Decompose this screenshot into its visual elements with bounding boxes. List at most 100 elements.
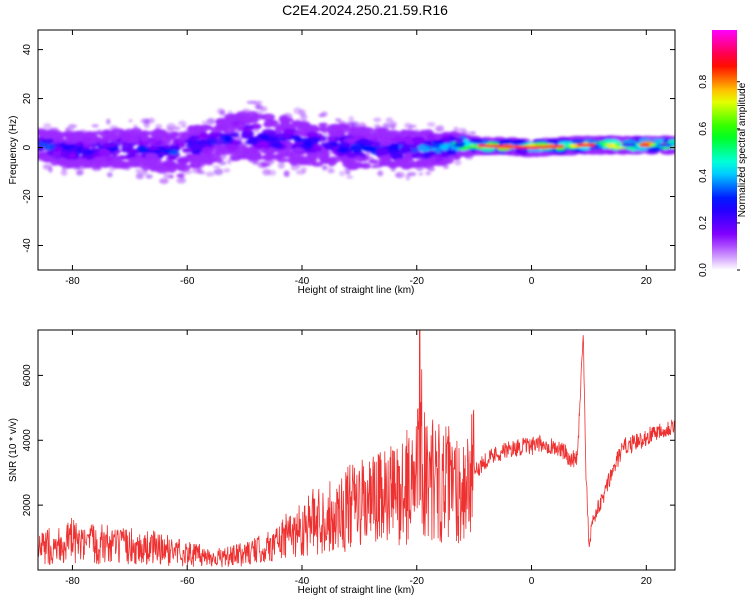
spectrum-cell — [126, 153, 137, 158]
spectrum-cell — [267, 169, 277, 176]
spectrum-cell — [84, 161, 93, 169]
spectrum-cell — [586, 149, 601, 155]
spectrum-cell — [427, 122, 436, 127]
spectrum-cell — [277, 162, 285, 169]
colorbar-tick-label: 0.6 — [698, 121, 709, 135]
spectrum-cell — [166, 136, 176, 141]
spectrogram-xlabel: Height of straight line (km) — [298, 285, 415, 296]
spectrum-cell — [389, 121, 398, 128]
spectrogram-ytick-label: 0 — [22, 144, 33, 150]
spectrum-cell — [235, 111, 249, 118]
spectrum-cell — [337, 146, 349, 154]
snr-xtick-label: 0 — [529, 576, 535, 587]
spectrum-cell — [60, 132, 70, 137]
spectrum-cell — [140, 118, 151, 124]
snr-panel: -80 -60 -40 -20 0 20 2000 4000 6000 Height of st… — [8, 329, 676, 596]
spectrum-cell — [260, 106, 268, 112]
spectrum-cell — [252, 100, 263, 105]
spectrum-cell — [98, 148, 111, 156]
spectrum-cell — [213, 144, 227, 151]
spectrum-cell — [95, 162, 104, 168]
spectrum-cell — [169, 175, 174, 179]
spectrum-cell — [267, 119, 280, 128]
spectrum-cell — [179, 131, 192, 137]
spectrum-cell — [260, 160, 270, 168]
spectrum-cell — [106, 172, 113, 178]
spectrum-cell — [55, 157, 68, 165]
spectrum-cell — [174, 162, 187, 171]
spectrum-cell — [76, 169, 84, 175]
spectrum-cell — [306, 152, 317, 161]
spectrum-cell — [252, 159, 259, 165]
spectrum-cell — [348, 115, 354, 123]
spectrum-cell — [151, 132, 165, 141]
spectrum-cell — [570, 139, 585, 144]
spectrum-cell — [349, 121, 359, 128]
spectrum-cell — [350, 144, 363, 153]
spectrum-cell — [293, 107, 303, 115]
spectrum-cell — [286, 157, 296, 163]
spectrum-cell — [425, 171, 432, 176]
spectrum-cell — [356, 157, 366, 162]
spectrum-cell — [135, 168, 144, 174]
spectrum-cell — [219, 110, 226, 116]
spectrum-cell — [201, 146, 215, 155]
spectrum-cell — [513, 139, 528, 145]
spectrum-ridge — [669, 143, 675, 147]
spectrum-cell — [274, 127, 284, 134]
spectrum-cell — [235, 144, 248, 151]
spectrum-cell — [131, 127, 142, 134]
spectrum-cell — [442, 164, 449, 170]
colorbar: 0.0 0.2 0.4 0.6 0.8 Normalized spectral ampl… — [698, 30, 748, 277]
spectrum-cell — [354, 139, 369, 145]
spectrum-cell — [379, 138, 393, 147]
spectrum-cell — [174, 126, 181, 131]
spectrum-cell — [237, 122, 246, 129]
spectrum-cell — [335, 118, 342, 122]
colorbar-strip — [712, 30, 737, 270]
spectrum-cell — [60, 150, 71, 159]
spectrogram-marks — [38, 100, 675, 185]
spectrum-cell — [300, 114, 308, 120]
spectrum-cell — [110, 128, 125, 134]
spectrum-cell — [241, 129, 255, 138]
snr-xlabel: Height of straight line (km) — [298, 585, 415, 596]
spectrogram-xtick-label: 0 — [529, 276, 535, 287]
spectrum-cell — [321, 111, 328, 117]
spectrum-cell — [668, 139, 675, 145]
spectrum-cell — [83, 148, 95, 156]
spectrum-cell — [346, 175, 354, 179]
spectrum-cell — [229, 140, 243, 146]
spectrum-cell — [395, 173, 402, 178]
colorbar-tick-label: 0.4 — [698, 168, 709, 182]
spectrum-cell — [170, 131, 180, 138]
spectrum-cell — [212, 165, 221, 169]
spectrum-cell — [166, 167, 177, 173]
spectrum-cell — [622, 139, 637, 145]
spectrum-cell — [292, 134, 301, 140]
spectrum-cell — [322, 164, 327, 172]
snr-ylabel: SNR (10 * v/v) — [8, 418, 19, 482]
spectrogram-xtick-label: -80 — [65, 276, 80, 287]
spectrum-cell — [253, 129, 260, 134]
spectrum-cell — [223, 168, 231, 173]
spectrum-cell — [188, 135, 200, 143]
spectrum-cell — [178, 120, 187, 126]
spectrum-cell — [339, 170, 345, 177]
spectrum-cell — [268, 136, 277, 142]
spectrum-cell — [140, 130, 150, 137]
spectrum-cell — [329, 141, 340, 147]
spectrum-cell — [416, 167, 424, 171]
spectrum-cell — [412, 136, 426, 145]
spectrum-cell — [328, 156, 342, 163]
spectrum-cell — [115, 159, 125, 165]
spectrum-cell — [419, 129, 429, 136]
spectrum-cell — [293, 147, 304, 153]
snr-xtick-label: 20 — [641, 576, 653, 587]
spectrum-cell — [159, 178, 169, 185]
spectrum-cell — [401, 130, 416, 135]
colorbar-tick-label: 0.8 — [698, 74, 709, 88]
spectrum-cell — [82, 137, 93, 145]
spectrum-cell — [368, 159, 379, 165]
spectrum-cell — [372, 141, 382, 148]
